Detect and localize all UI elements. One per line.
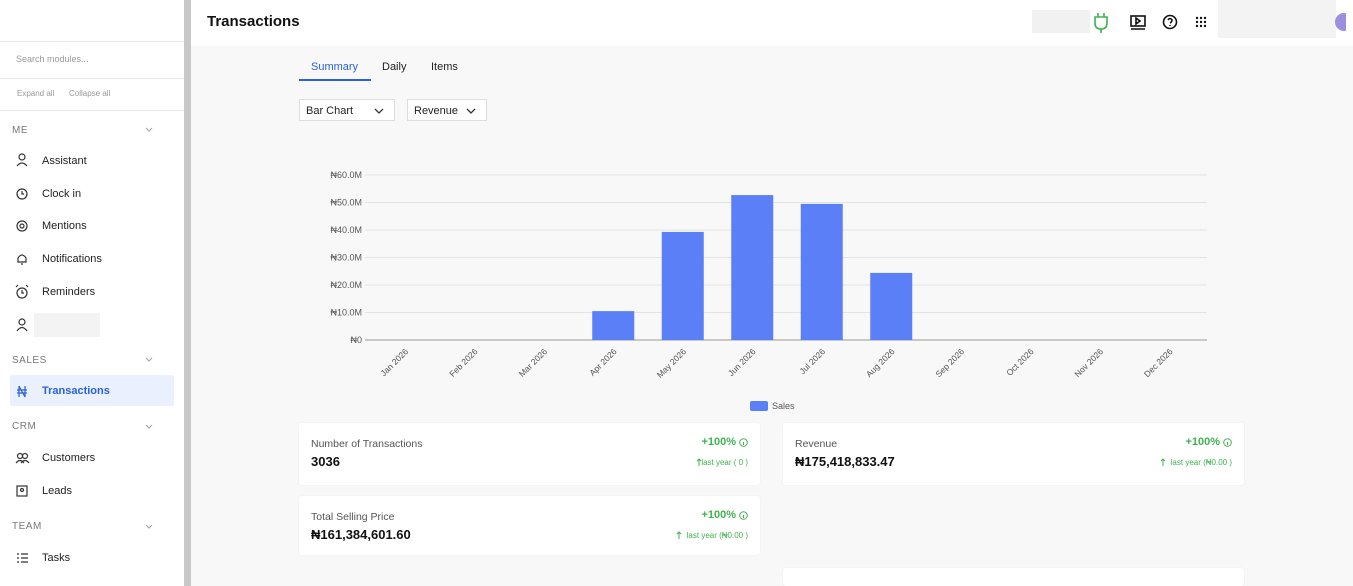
nav-item[interactable]: Notifications: [42, 253, 102, 265]
nav-item[interactable]: Customers: [42, 452, 96, 464]
tab[interactable]: Daily: [382, 61, 407, 73]
x-tick-label: Aug 2026: [864, 346, 897, 379]
y-tick-label: ₦50.0M: [330, 198, 362, 208]
card-change: +100%: [1185, 436, 1220, 448]
card-change: +100%: [701, 509, 736, 521]
select-text: Revenue: [414, 105, 459, 117]
stat-card: Total Selling Price ₦161,384,601.60 +100…: [299, 496, 760, 555]
tab-underline: [299, 79, 371, 81]
x-tick-label: Mar 2026: [517, 346, 550, 379]
sidebar-icons: [15, 127, 153, 563]
bar-chart: ₦0 ₦10.0M ₦20.0M ₦30.0M ₦40.0M ₦50.0M ₦60.0M Ja…: [330, 170, 1207, 411]
search-input[interactable]: Search modules...: [16, 54, 89, 64]
chevron: [466, 108, 476, 114]
sidebar: Search modules... Expand all Collapse al…: [0, 0, 184, 586]
chevron: [374, 108, 384, 114]
info-icon[interactable]: [739, 438, 748, 447]
hidden-item[interactable]: [34, 313, 100, 337]
card-label: Number of Transactions: [311, 438, 423, 450]
x-tick-label: Oct 2026: [1004, 346, 1036, 378]
y-tick-label: ₦0: [350, 335, 362, 345]
nav-item[interactable]: Clock in: [42, 188, 82, 200]
divider: [0, 110, 184, 111]
x-tick-label: Apr 2026: [587, 346, 619, 378]
section-title[interactable]: CRM: [12, 421, 37, 432]
card-note: last year (₦0.00 ): [1170, 458, 1232, 467]
divider: [0, 41, 184, 42]
select-text: Bar Chart: [306, 105, 354, 117]
card-value: ₦175,418,833.47: [795, 454, 895, 469]
section-title[interactable]: ME: [12, 125, 28, 136]
y-tick-label: ₦20.0M: [330, 280, 362, 290]
card-change: +100%: [701, 436, 736, 448]
nav-item-active[interactable]: Transactions: [42, 385, 110, 397]
nav-item[interactable]: Leads: [42, 485, 72, 497]
tab-active[interactable]: Summary: [311, 61, 359, 73]
x-tick-label: Jan 2026: [378, 346, 410, 378]
up-arrow: [696, 458, 702, 466]
page-title: Transactions: [207, 13, 300, 30]
info-icon[interactable]: [739, 511, 748, 520]
nav-item[interactable]: Tasks: [42, 552, 71, 564]
scrollbar[interactable]: [184, 0, 191, 586]
x-tick-label: Nov 2026: [1072, 346, 1105, 379]
stat-card: Revenue ₦175,418,833.47 +100% last year …: [783, 423, 1244, 485]
x-tick-label: Jun 2026: [726, 346, 758, 378]
x-tick-label: Jul 2026: [797, 346, 827, 376]
stat-card-partial: [783, 568, 1244, 586]
y-tick-label: ₦40.0M: [330, 225, 362, 235]
nav-item[interactable]: Reminders: [42, 286, 96, 298]
x-tick-label: Dec 2026: [1142, 346, 1175, 379]
card-value: ₦161,384,601.60: [311, 527, 411, 542]
card-value: 3036: [311, 454, 340, 469]
expand-all[interactable]: Expand all: [17, 89, 55, 98]
up-arrow: [1160, 458, 1166, 466]
bar: [661, 231, 704, 340]
legend-swatch: [750, 401, 768, 411]
card-note: last year ( 0 ): [701, 458, 748, 467]
nav-item[interactable]: Mentions: [42, 220, 87, 232]
legend-label: Sales: [772, 401, 795, 411]
x-tick-label: Feb 2026: [447, 346, 480, 379]
y-tick-label: ₦30.0M: [330, 253, 362, 263]
card-note: last year (₦0.00 ): [686, 531, 748, 540]
info-icon[interactable]: [1223, 438, 1232, 447]
header: Transactions: [191, 0, 1353, 46]
active-item-bg: [10, 375, 174, 406]
user-area[interactable]: [1218, 0, 1336, 38]
bar: [592, 311, 635, 340]
bar: [800, 203, 843, 340]
section-title[interactable]: TEAM: [12, 521, 42, 532]
x-tick-label: May 2026: [655, 346, 689, 380]
card-label: Total Selling Price: [311, 511, 395, 523]
y-tick-label: ₦10.0M: [330, 308, 362, 318]
nav-item[interactable]: Assistant: [42, 155, 87, 167]
card-label: Revenue: [795, 438, 838, 450]
placeholder: [1032, 10, 1090, 33]
section-title[interactable]: SALES: [12, 355, 47, 366]
tab[interactable]: Items: [431, 61, 458, 73]
bar: [870, 272, 913, 340]
chart-type-select[interactable]: Bar Chart: [299, 99, 395, 121]
x-tick-label: Sep 2026: [933, 346, 966, 379]
header-icons[interactable]: [1086, 8, 1346, 38]
metric-select[interactable]: Revenue: [407, 99, 487, 121]
divider: [0, 78, 184, 79]
collapse-all[interactable]: Collapse all: [69, 89, 111, 98]
bar: [731, 195, 774, 340]
up-arrow: [676, 531, 682, 539]
stat-card: Number of Transactions 3036 +100% last y…: [299, 423, 760, 485]
y-tick-label: ₦60.0M: [330, 170, 362, 180]
